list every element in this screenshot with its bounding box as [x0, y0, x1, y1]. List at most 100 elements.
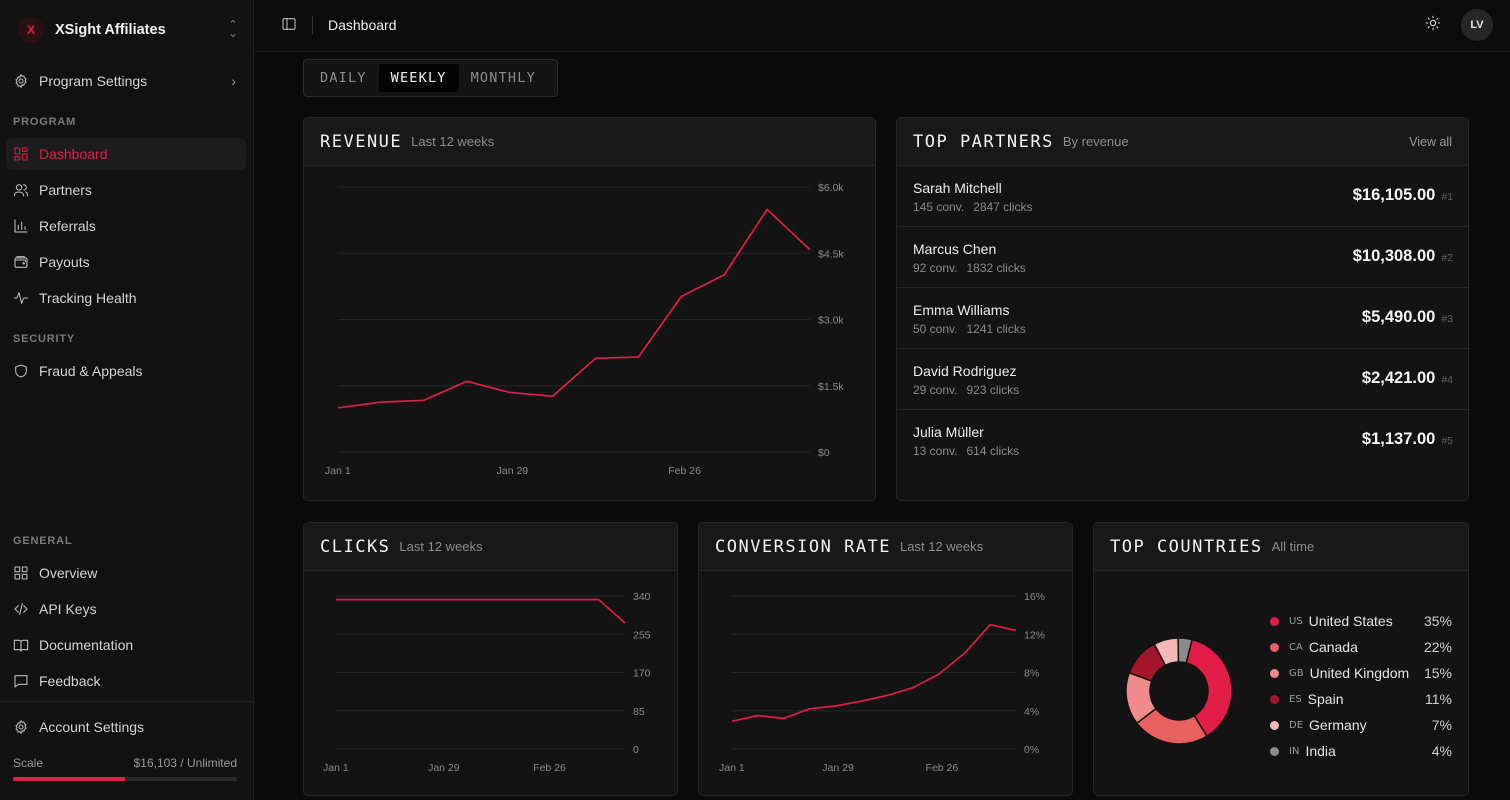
top-partners-header: TOP PARTNERS By revenue View all [897, 118, 1468, 166]
partner-name: Julia Müller [913, 424, 984, 440]
pie-slice-india [1177, 637, 1194, 664]
clicks-subtitle: Last 12 weeks [399, 539, 483, 554]
code-icon [14, 603, 28, 615]
sidebar-item-overview[interactable]: Overview [6, 557, 246, 589]
conversion-rate-chart: 0% 4% 8% 12% 16% Jan 1 Jan 29 Feb 26 [719, 591, 1045, 774]
program-settings-button[interactable]: Program Settings › [6, 66, 246, 96]
series-line [336, 598, 626, 624]
sidebar-item-feedback[interactable]: Feedback [6, 665, 246, 697]
dashboard-icon [14, 147, 28, 161]
top-partners-subtitle: By revenue [1062, 134, 1129, 149]
sidebar-item-referrals[interactable]: Referrals [6, 210, 246, 242]
flag-icon: IN [1289, 745, 1300, 757]
partner-rank: #3 [1441, 313, 1453, 325]
revenue-subtitle: Last 12 weeks [411, 134, 495, 149]
partner-amount: $10,308.00 [1352, 247, 1436, 265]
country-name: United States [1308, 613, 1393, 629]
x-tick-label: Jan 29 [822, 762, 854, 774]
revenue-chart: $0 $1.5k $3.0k $4.5k $6.0k Jan 1 Jan 29 Feb 26 [325, 182, 844, 477]
activity-icon [13, 292, 29, 304]
sun-icon [1425, 15, 1441, 31]
partner-row[interactable]: Sarah Mitchell 145 conv. 2847 clicks $16,… [897, 166, 1468, 227]
legend-item: GB United Kingdom 15% [1270, 660, 1452, 686]
y-tick-label: $3.0k [818, 315, 844, 327]
sidebar-item-label: Payouts [39, 254, 90, 270]
sidebar-item-api-keys[interactable]: API Keys [6, 593, 246, 625]
tab-weekly[interactable]: WEEKLY [378, 64, 459, 92]
x-tick-label: Feb 26 [926, 762, 959, 774]
section-title-security: SECURITY [13, 333, 76, 345]
clicks-title: CLICKS [320, 536, 391, 557]
y-tick-label: 255 [633, 629, 651, 641]
partner-name: Marcus Chen [913, 241, 997, 257]
countries-donut-chart [1125, 637, 1233, 745]
sidebar-item-fraud-appeals[interactable]: Fraud & Appeals [6, 355, 246, 387]
sidebar-item-label: Partners [39, 182, 92, 198]
y-tick-label: 8% [1024, 668, 1039, 680]
y-tick-label: 85 [633, 706, 645, 718]
country-share: 35% [1423, 613, 1452, 629]
sidebar-item-label: Dashboard [39, 146, 108, 162]
y-tick-label: 0 [633, 744, 639, 756]
theme-toggle-button[interactable] [1425, 15, 1441, 36]
sidebar: X XSight Affiliates ⌃ ⌄ Program Settings … [0, 0, 254, 800]
y-tick-label: $1.5k [818, 381, 844, 393]
sidebar-toggle-button[interactable] [281, 16, 297, 37]
partner-name: Sarah Mitchell [913, 180, 1002, 196]
partner-conversions: 29 conv. [913, 383, 958, 397]
plan-usage-fill [13, 777, 125, 781]
partner-amount: $16,105.00 [1352, 186, 1436, 204]
tab-daily[interactable]: DAILY [320, 70, 367, 86]
y-tick-label: 170 [633, 668, 651, 680]
partner-conversions: 13 conv. [913, 444, 958, 458]
sidebar-item-documentation[interactable]: Documentation [6, 629, 246, 661]
sidebar-item-label: Overview [39, 565, 98, 581]
section-title-general: GENERAL [13, 535, 73, 547]
country-share: 15% [1423, 665, 1452, 681]
sidebar-item-dashboard[interactable]: Dashboard [6, 138, 246, 170]
partner-clicks: 923 clicks [966, 383, 1020, 397]
x-tick-label: Jan 1 [325, 465, 351, 477]
grid-icon [14, 566, 28, 580]
country-name: Canada [1308, 639, 1358, 655]
plan-scale: Scale $16,103 / Unlimited [13, 756, 237, 770]
legend-color-dot [1270, 720, 1279, 730]
partner-revenue: $5,490.00 #3 [1362, 308, 1453, 327]
country-name: Germany [1309, 717, 1367, 733]
x-tick-label: Jan 29 [497, 465, 529, 477]
partner-row[interactable]: Julia Müller 13 conv. 614 clicks $1,137.0… [897, 410, 1468, 471]
partner-conversions: 50 conv. [913, 322, 958, 336]
conversion-rate-title: CONVERSION RATE [715, 536, 892, 557]
avatar[interactable]: LV [1461, 9, 1493, 41]
partner-revenue: $1,137.00 #5 [1362, 430, 1453, 449]
chevrons-up-down-icon: ⌃ ⌄ [228, 19, 238, 40]
y-tick-label: $6.0k [818, 182, 844, 194]
legend-item: ES Spain 11% [1270, 686, 1452, 712]
sidebar-item-label: Feedback [39, 673, 101, 689]
x-tick-label: Jan 1 [323, 762, 349, 774]
partner-row[interactable]: David Rodriguez 29 conv. 923 clicks $2,42… [897, 349, 1468, 410]
sidebar-item-partners[interactable]: Partners [6, 174, 246, 206]
tab-monthly[interactable]: MONTHLY [470, 70, 536, 86]
legend-color-dot [1270, 746, 1279, 756]
workspace-switcher[interactable]: X XSight Affiliates ⌃ ⌄ [18, 16, 240, 44]
sidebar-item-account-settings[interactable]: Account Settings [6, 711, 246, 743]
conversion-rate-card: CONVERSION RATE Last 12 weeks 0% 4% 8% 12% 1… [698, 522, 1073, 796]
brand-name: XSight Affiliates [55, 22, 166, 38]
partner-stats: 145 conv. 2847 clicks [913, 200, 1033, 214]
legend-color-dot [1270, 694, 1279, 704]
legend-item: US United States 35% [1270, 608, 1452, 634]
partner-row[interactable]: Emma Williams 50 conv. 1241 clicks $5,490… [897, 288, 1468, 349]
revenue-card: REVENUE Last 12 weeks $0 $1.5k $3.0k $4.5k $… [303, 117, 876, 501]
partner-stats: 50 conv. 1241 clicks [913, 322, 1026, 336]
sidebar-item-payouts[interactable]: Payouts [6, 246, 246, 278]
sidebar-item-tracking-health[interactable]: Tracking Health [6, 282, 246, 314]
country-name: India [1305, 743, 1336, 759]
y-tick-label: $0 [818, 447, 830, 459]
clicks-chart: 0 85 170 255 340 Jan 1 Jan 29 Feb 26 [323, 591, 651, 774]
view-all-link[interactable]: View all [1409, 135, 1452, 149]
partner-row[interactable]: Marcus Chen 92 conv. 1832 clicks $10,308.… [897, 227, 1468, 288]
legend-color-dot [1270, 668, 1279, 678]
section-title-program: PROGRAM [13, 116, 77, 128]
x-tick-label: Jan 1 [719, 762, 745, 774]
